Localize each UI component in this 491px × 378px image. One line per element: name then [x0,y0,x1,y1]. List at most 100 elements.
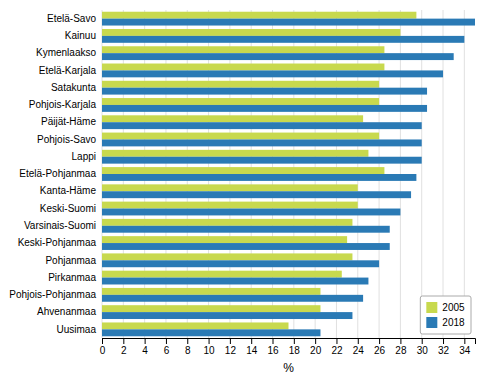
axis-line [103,339,476,345]
bar [102,174,416,181]
tick: Varsinais-Suomi [24,220,102,231]
tick-mark [443,338,444,344]
tick-label: 34 [459,345,471,356]
tick: 24 [353,338,365,356]
tick: Kanta-Häme [40,185,102,196]
bar [102,202,358,209]
tick: Pirkanmaa [48,272,102,283]
tick-label: 24 [353,345,365,356]
tick-mark [145,338,146,344]
tick: 4 [142,338,148,356]
tick-label: Ahvenanmaa [37,306,96,317]
tick-mark [400,338,401,344]
tick: 14 [246,338,258,356]
tick-label: 10 [204,345,216,356]
tick-label: Kanta-Häme [40,185,97,196]
tick-mark [358,338,359,344]
bar [102,36,464,43]
tick: 10 [204,338,216,356]
tick-label: 22 [331,345,343,356]
tick-label: Pohjois-Pohjanmaa [9,289,96,300]
tick-label: 16 [267,345,279,356]
tick-label: 4 [142,345,148,356]
tick: 20 [310,338,322,356]
tick-mark [379,338,380,344]
plot: 0246810121416182022242628303234Etelä-Sav… [9,10,475,356]
tick: Pohjois-Savo [37,134,102,145]
grid-line [464,10,465,338]
bar [102,46,384,53]
tick: Ahvenanmaa [37,306,102,317]
legend-swatch [426,302,437,313]
bar [102,226,390,233]
bar [102,260,379,267]
tick: 16 [267,338,279,356]
tick-label: 14 [246,345,258,356]
tick-mark [422,338,423,344]
tick: 12 [225,338,237,356]
y-axis: Etelä-SavoKainuuKymenlaaksoEtelä-Karjala… [9,13,102,335]
tick-mark [336,338,337,344]
bar [102,295,363,302]
bar [102,122,422,129]
bar [102,288,320,295]
bar [102,19,475,26]
tick: Keski-Suomi [40,203,102,214]
tick: Pohjois-Karjala [29,99,102,110]
tick-label: Pohjanmaa [45,255,96,266]
tick-label: 6 [164,345,170,356]
tick: 34 [459,338,471,356]
grid [102,10,464,338]
tick-label: Varsinais-Suomi [24,220,96,231]
bar [102,271,342,278]
tick-label: Lappi [72,151,96,162]
tick-label: 18 [289,345,301,356]
tick: 6 [164,338,170,356]
bar [102,12,416,19]
tick-mark [315,338,316,344]
tick-mark [464,338,465,344]
tick: Pohjanmaa [45,255,102,266]
tick-label: Pohjois-Karjala [29,99,97,110]
x-axis: 0246810121416182022242628303234 [100,338,476,356]
bars [102,12,475,337]
tick-label: Kainuu [65,30,96,41]
bar [102,53,454,60]
tick-label: 30 [417,345,429,356]
tick: 0 [100,338,106,356]
tick-label: 26 [374,345,386,356]
bar [102,243,390,250]
bar [102,312,352,319]
bar [102,209,400,216]
bar [102,184,358,191]
tick-label: 20 [310,345,322,356]
bar [102,150,368,157]
tick-mark [294,338,295,344]
tick: Etelä-Pohjanmaa [19,168,102,179]
tick-label: Keski-Suomi [40,203,96,214]
bar [102,81,379,88]
legend-item: 2018 [426,317,465,328]
tick: Etelä-Karjala [39,65,102,76]
bar [102,29,400,36]
tick: 30 [417,338,429,356]
tick: Uusimaa [57,324,102,335]
bar [102,322,289,329]
tick-mark [230,338,231,344]
bar [102,70,443,77]
bar [102,236,347,243]
tick-label: 32 [438,345,450,356]
bar [102,64,384,71]
series [102,19,475,337]
tick: 22 [331,338,343,356]
tick: Pohjois-Pohjanmaa [9,289,102,300]
legend-box [420,296,471,334]
legend: 20052018 [420,296,471,334]
tick-label: 0 [100,345,106,356]
tick: 26 [374,338,386,356]
tick-label: Etelä-Pohjanmaa [19,168,96,179]
tick: Etelä-Savo [47,13,102,24]
bar [102,219,352,226]
tick: 8 [185,338,191,356]
bar [102,157,422,164]
